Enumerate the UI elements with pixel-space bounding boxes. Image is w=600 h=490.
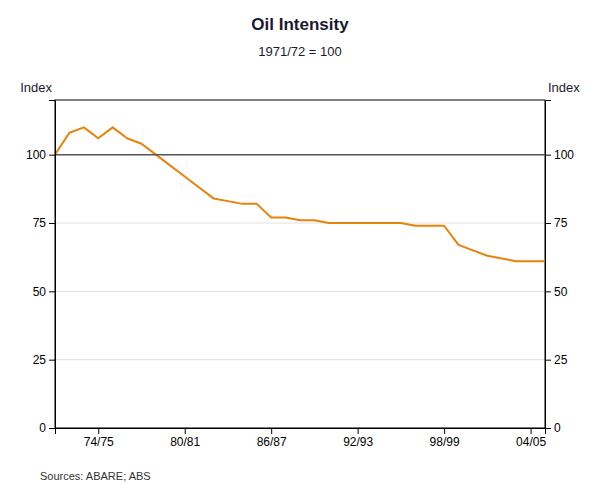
tick-mark bbox=[531, 428, 532, 434]
tick-label: 74/75 bbox=[84, 435, 114, 449]
tick: 75 bbox=[33, 216, 55, 230]
tick: 98/99 bbox=[430, 428, 460, 449]
tick: 0 bbox=[39, 421, 55, 435]
y2-axis: 0 25 50 75 100 bbox=[545, 101, 574, 436]
tick-mark bbox=[444, 428, 445, 434]
reference-line bbox=[55, 154, 545, 156]
tick-mark bbox=[358, 428, 359, 434]
tick: 80/81 bbox=[170, 428, 200, 449]
tick-label: 25 bbox=[554, 353, 568, 367]
tick: 86/87 bbox=[257, 428, 287, 449]
tick: 25 bbox=[545, 353, 568, 367]
tick-label: 0 bbox=[39, 421, 46, 435]
source: Sources: ABARE; ABS bbox=[40, 470, 151, 482]
tick-mark bbox=[49, 428, 55, 429]
tick: 92/93 bbox=[343, 428, 373, 449]
tick-label: 92/93 bbox=[343, 435, 373, 449]
tick: 04/05 bbox=[516, 428, 546, 449]
tick: 25 bbox=[33, 353, 55, 367]
tick-label: 0 bbox=[554, 421, 561, 435]
tick: 0 bbox=[545, 421, 561, 435]
tick-mark bbox=[185, 428, 186, 434]
tick-label: 75 bbox=[554, 216, 568, 230]
marks bbox=[55, 127, 545, 261]
tick-label: 100 bbox=[26, 148, 46, 162]
tick-mark bbox=[545, 428, 551, 429]
tick: 100 bbox=[26, 148, 55, 162]
grid-line bbox=[55, 359, 545, 360]
tick: 100 bbox=[545, 148, 574, 162]
y2-axis-label: Index bbox=[548, 80, 580, 95]
subtitle: 1971/72 = 100 bbox=[258, 44, 342, 59]
y-axis-label: Index bbox=[20, 80, 52, 95]
tick-mark bbox=[49, 291, 55, 292]
title: Oil Intensity bbox=[251, 15, 349, 34]
grid bbox=[55, 155, 545, 428]
tick: 75 bbox=[545, 216, 568, 230]
grid-line bbox=[55, 154, 545, 155]
grid-line bbox=[55, 291, 545, 292]
grid-line bbox=[55, 223, 545, 224]
tick-label: 25 bbox=[33, 353, 47, 367]
y-axis: 0 25 50 75 100 bbox=[26, 101, 56, 436]
tick-mark bbox=[49, 155, 55, 156]
tick-mark bbox=[49, 223, 55, 224]
tick-mark bbox=[98, 428, 99, 434]
tick-label: 98/99 bbox=[430, 435, 460, 449]
tick-mark bbox=[271, 428, 272, 434]
data-line bbox=[55, 127, 545, 261]
tick-mark bbox=[49, 360, 55, 361]
plot: 74/75 80/81 86/87 92/93 98/99 04/05 0 25 50 75 100… bbox=[26, 100, 574, 449]
tick-label: 50 bbox=[33, 285, 47, 299]
axis-line bbox=[49, 101, 56, 429]
plot-frame bbox=[55, 100, 545, 428]
tick: 50 bbox=[545, 285, 568, 299]
chart: Oil Intensity 1971/72 = 100 74/75 80/81 86/8… bbox=[0, 0, 600, 490]
axis-line bbox=[546, 101, 552, 429]
tick-label: 100 bbox=[554, 148, 574, 162]
tick-mark bbox=[545, 223, 551, 224]
tick-label: 80/81 bbox=[170, 435, 200, 449]
tick: 50 bbox=[33, 285, 55, 299]
x-axis: 74/75 80/81 86/87 92/93 98/99 04/05 bbox=[56, 428, 547, 449]
tick-label: 04/05 bbox=[516, 435, 546, 449]
tick-label: 75 bbox=[33, 216, 47, 230]
tick: 74/75 bbox=[84, 428, 114, 449]
tick-label: 50 bbox=[554, 285, 568, 299]
tick-mark bbox=[545, 291, 551, 292]
axis-line bbox=[56, 429, 546, 435]
tick-mark bbox=[545, 155, 551, 156]
tick-mark bbox=[545, 360, 551, 361]
tick-label: 86/87 bbox=[257, 435, 287, 449]
